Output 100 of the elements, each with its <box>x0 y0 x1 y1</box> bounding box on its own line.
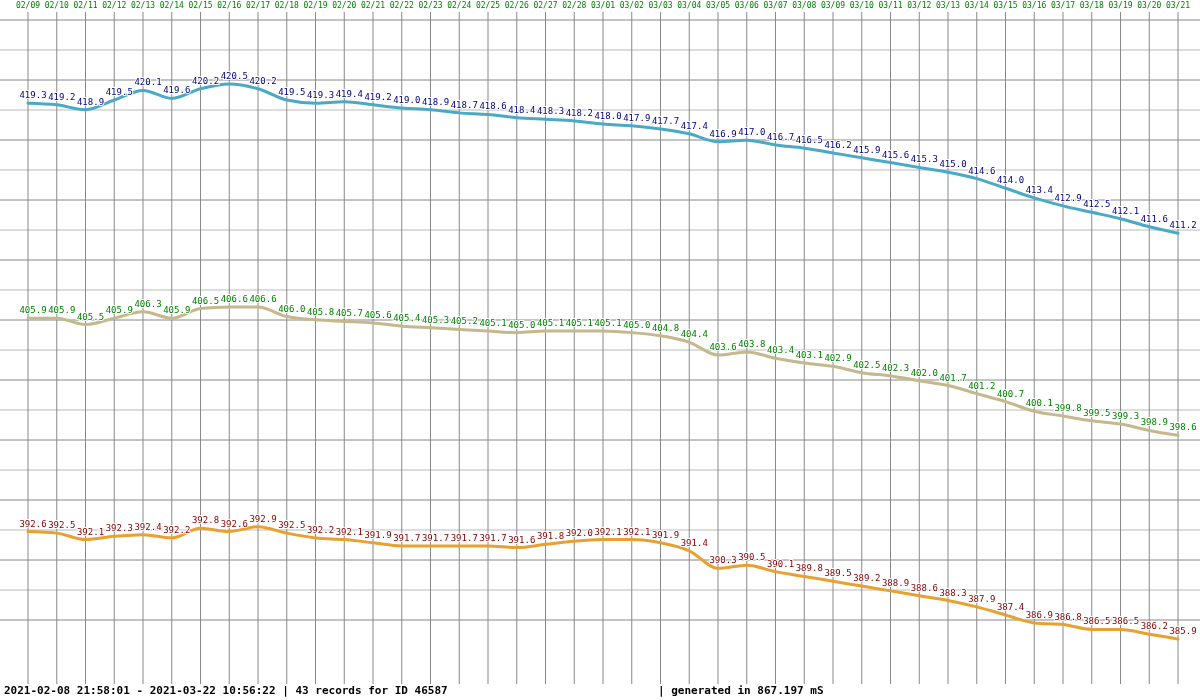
x-tick-label: 03/18 <box>1079 1 1104 10</box>
data-label: 391.7 <box>479 532 507 543</box>
data-label: 419.2 <box>364 91 392 102</box>
data-label: 417.7 <box>651 115 680 126</box>
data-label: 405.1 <box>536 318 565 329</box>
x-tick-label: 02/20 <box>332 1 357 10</box>
data-label: 402.3 <box>881 362 910 373</box>
data-label: 416.2 <box>824 139 852 150</box>
x-tick-label: 02/18 <box>274 1 299 10</box>
data-label: 420.2 <box>191 75 220 86</box>
data-label: 390.3 <box>709 555 737 566</box>
data-label: 411.6 <box>1140 213 1168 224</box>
data-label: 412.5 <box>1083 199 1111 210</box>
x-tick-label: 02/28 <box>562 1 587 10</box>
data-label: 390.1 <box>766 558 795 569</box>
x-tick-label: 02/22 <box>389 1 414 10</box>
data-label: 417.9 <box>623 112 651 123</box>
data-label: 404.8 <box>651 322 680 333</box>
x-tick-label: 02/24 <box>447 1 472 10</box>
data-label: 399.3 <box>1111 411 1140 422</box>
data-label: 398.6 <box>1169 422 1197 433</box>
data-label: 392.0 <box>565 528 593 539</box>
data-label: 392.2 <box>163 524 191 535</box>
x-tick-label: 02/27 <box>533 1 558 10</box>
x-tick-label: 02/23 <box>418 1 443 10</box>
data-label: 386.9 <box>1025 609 1053 620</box>
data-label: 405.8 <box>306 306 335 317</box>
data-label: 411.2 <box>1169 220 1197 231</box>
data-label: 391.9 <box>651 529 680 540</box>
x-tick-label: 03/11 <box>878 1 903 10</box>
x-tick-label: 03/06 <box>734 1 759 10</box>
data-label: 401.7 <box>939 372 967 383</box>
x-tick-label: 03/20 <box>1137 1 1162 10</box>
data-label: 416.5 <box>795 135 823 146</box>
data-label: 415.6 <box>881 149 910 160</box>
data-label: 415.0 <box>939 159 967 170</box>
data-label: 405.1 <box>565 318 593 329</box>
x-tick-label: 02/15 <box>188 1 213 10</box>
data-label: 418.7 <box>450 99 478 110</box>
x-tick-label: 03/07 <box>763 1 788 10</box>
x-tick-label: 03/10 <box>849 1 874 10</box>
data-label: 405.1 <box>594 318 622 329</box>
text: 2021-02-08 21:58:01 - 2021-03-22 10:56:22 | 43 records for ID 46587 <box>4 684 448 697</box>
x-tick-label: 02/09 <box>15 1 41 10</box>
x-tick-label: 03/04 <box>677 1 702 10</box>
data-label: 419.5 <box>105 87 133 98</box>
data-label: 405.9 <box>48 305 76 316</box>
data-label: 399.5 <box>1083 407 1111 418</box>
data-label: 403.1 <box>795 350 823 361</box>
x-tick-label: 03/21 <box>1165 1 1191 10</box>
data-label: 403.4 <box>766 345 795 356</box>
data-label: 419.5 <box>278 87 306 98</box>
x-tick-label: 03/09 <box>820 1 846 10</box>
data-label: 412.1 <box>1111 205 1140 216</box>
data-label: 420.5 <box>220 71 248 81</box>
data-label: 386.5 <box>1111 616 1140 627</box>
data-label: 403.8 <box>738 338 766 349</box>
data-label: 398.9 <box>1140 417 1168 428</box>
data-label: 414.6 <box>968 165 996 176</box>
data-label: 405.3 <box>421 314 450 325</box>
data-label: 392.3 <box>105 523 133 534</box>
data-label: 414.0 <box>996 175 1025 186</box>
data-label: 405.9 <box>19 305 47 316</box>
x-tick-label: 03/08 <box>792 1 817 10</box>
data-label: 401.2 <box>968 380 996 391</box>
x-tick-label: 03/15 <box>993 1 1018 10</box>
x-tick-label: 02/26 <box>504 1 529 10</box>
x-tick-label: 03/16 <box>1022 1 1047 10</box>
data-label: 391.8 <box>536 531 565 542</box>
data-label: 387.9 <box>968 593 996 604</box>
x-tick-label: 03/19 <box>1108 1 1133 10</box>
data-label: 405.9 <box>105 305 133 316</box>
x-tick-label: 02/13 <box>130 1 156 10</box>
data-label: 387.4 <box>996 601 1025 612</box>
data-label: 392.5 <box>48 520 76 531</box>
data-label: 406.3 <box>134 298 162 309</box>
x-tick-label: 02/17 <box>245 1 271 10</box>
data-label: 402.9 <box>824 353 852 364</box>
data-label: 400.7 <box>996 388 1025 399</box>
data-label: 391.7 <box>393 532 421 543</box>
data-label: 392.1 <box>335 526 363 537</box>
data-label: 392.2 <box>306 524 335 535</box>
data-label: 392.1 <box>594 526 622 537</box>
data-label: 388.9 <box>881 577 910 588</box>
data-label: 418.4 <box>508 104 536 115</box>
data-label: 420.1 <box>134 77 162 88</box>
data-label: 391.7 <box>421 532 450 543</box>
data-label: 388.3 <box>939 587 967 598</box>
data-label: 419.4 <box>335 88 363 99</box>
data-label: 405.0 <box>623 319 651 330</box>
data-label: 415.9 <box>853 144 881 155</box>
x-tick-label: 02/21 <box>360 1 386 10</box>
data-label: 392.4 <box>134 521 162 532</box>
text: | generated in 867.197 mS <box>658 684 824 697</box>
data-label: 406.5 <box>191 295 220 306</box>
data-label: 418.0 <box>594 111 622 122</box>
data-label: 388.6 <box>910 582 938 593</box>
data-label: 413.4 <box>1025 184 1053 195</box>
data-label: 405.5 <box>76 311 105 322</box>
data-label: 385.9 <box>1169 626 1197 636</box>
